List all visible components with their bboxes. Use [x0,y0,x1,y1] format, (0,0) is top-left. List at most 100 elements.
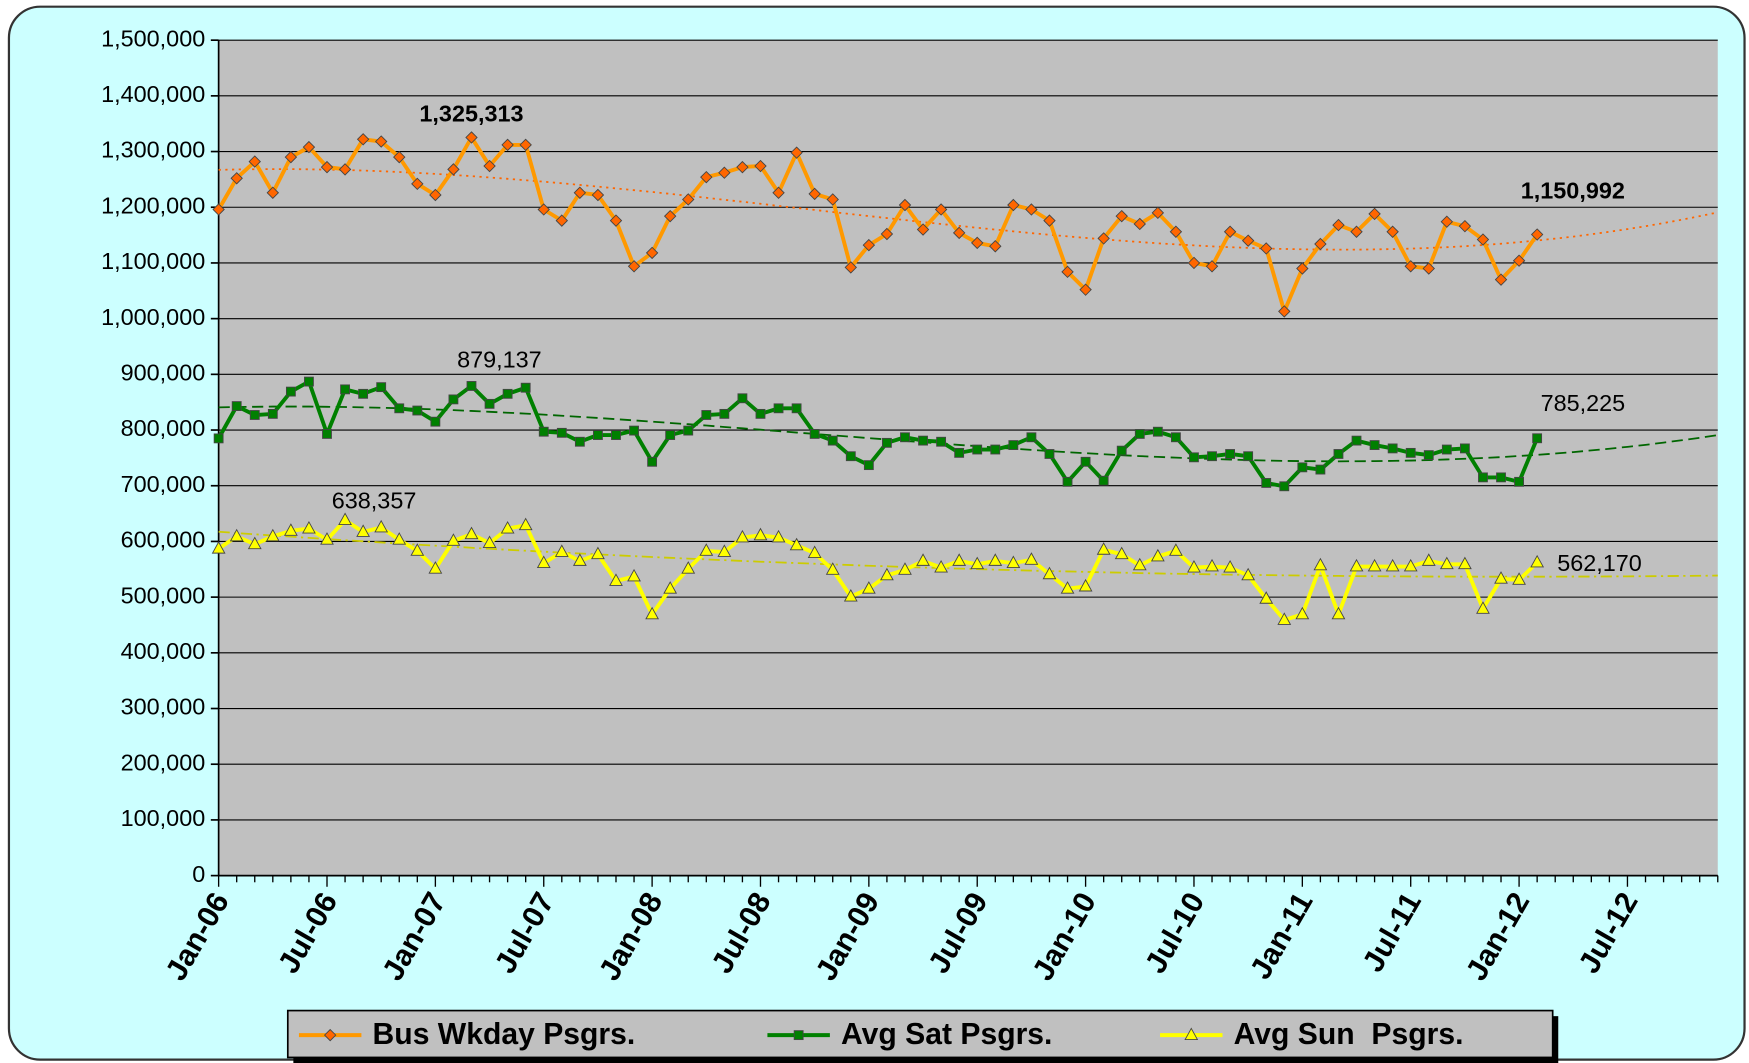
marker [1024,552,1039,565]
marker [611,430,621,440]
marker [1332,218,1345,232]
marker [789,537,804,551]
marker [392,532,407,545]
marker [1187,256,1201,270]
marker [1205,260,1219,273]
marker [483,159,496,173]
marker [790,146,803,159]
marker [844,261,858,274]
marker [428,561,443,574]
marker [412,405,423,416]
marker [755,408,766,419]
marker [1530,554,1545,568]
marker [1351,435,1362,446]
grid [218,39,1718,877]
marker [952,226,966,240]
marker [555,214,569,227]
marker [1349,558,1364,572]
marker [1026,432,1037,443]
marker [1386,225,1399,238]
marker [1007,198,1020,212]
marker [1096,542,1111,555]
marker [843,588,858,602]
value-label: 638,357 [332,487,417,513]
marker [609,214,623,227]
marker [898,198,912,212]
marker [1205,558,1219,572]
marker [754,159,767,173]
marker [1279,481,1290,492]
marker [393,150,406,164]
marker [1494,273,1508,286]
y-tick-label: 400,000 [121,638,206,664]
marker [1152,426,1163,437]
marker [645,606,660,620]
marker [845,451,856,462]
marker [591,546,605,560]
marker [520,382,531,393]
marker [609,573,623,586]
marker [717,544,732,557]
y-tick-label: 900,000 [121,360,206,386]
marker [1514,476,1524,487]
marker [212,203,225,216]
marker [482,535,497,549]
legend-marker [1184,1027,1199,1041]
value-labels: 1,325,313 1,150,992 879,137 785,225 638,357 5… [332,100,1642,576]
marker [304,376,314,387]
trendline [218,168,1718,251]
marker [374,519,389,533]
y-tick-label: 1,200,000 [101,192,205,218]
marker [1350,225,1363,238]
marker [807,545,822,559]
marker [1496,472,1506,483]
marker [1080,456,1091,467]
marker [1187,559,1201,573]
marker [1278,305,1291,318]
marker [1313,557,1328,571]
marker [665,430,676,440]
marker [1189,452,1199,463]
marker [1261,478,1272,488]
marker [826,193,839,206]
legend-label: Avg Sun Psgrs. [1234,1018,1464,1051]
marker [1169,543,1183,556]
marker [1387,443,1398,454]
marker [376,382,387,393]
marker [1512,254,1526,267]
marker [771,529,786,543]
y-tick-label: 200,000 [121,749,206,775]
marker [1241,567,1256,581]
marker [429,188,442,202]
marker [1440,215,1454,228]
marker [340,384,350,395]
marker [808,187,821,201]
legend-marker [323,1028,337,1042]
marker [772,186,785,199]
marker [882,437,892,448]
marker [1150,548,1165,562]
marker [1295,606,1310,620]
marker [1043,214,1056,227]
marker [1314,237,1327,251]
marker [918,435,928,446]
marker [447,163,460,176]
marker [970,556,985,570]
marker [211,541,226,554]
marker [1385,558,1400,572]
marker [791,403,802,414]
marker [518,517,533,531]
marker [267,408,278,419]
marker [1025,203,1038,216]
marker [1367,558,1382,572]
series-line [217,518,1539,622]
marker [952,553,967,566]
series-line [216,135,1539,314]
marker [954,447,965,458]
marker [1369,440,1380,450]
marker [989,240,1002,253]
marker [593,430,603,440]
y-tick-label: 1,000,000 [101,304,205,330]
marker [284,150,298,164]
plot-area [218,40,1718,876]
